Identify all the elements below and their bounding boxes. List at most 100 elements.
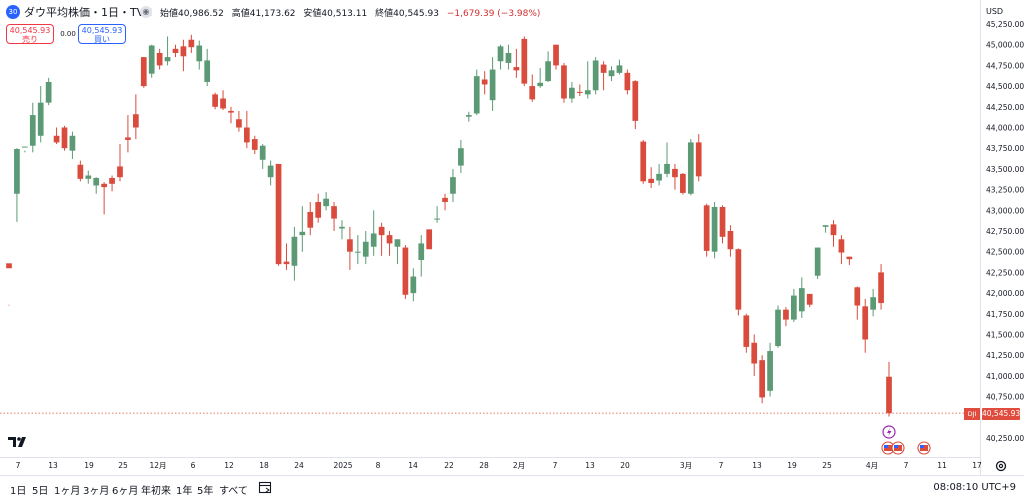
change-value: −1,679.39 (−3.98%): [446, 9, 541, 19]
candle-body: [180, 46, 187, 57]
candle-body: [450, 177, 456, 194]
candle-body: [505, 52, 512, 63]
candle-body: [640, 141, 647, 182]
candle-body: [553, 44, 559, 66]
candle-body: [77, 164, 84, 179]
candle-body: [85, 175, 92, 179]
spread-value: 0.00: [60, 30, 76, 38]
candle-body: [687, 142, 694, 194]
symbol-title[interactable]: ダウ平均株価・1日・TVC: [24, 6, 152, 19]
x-tick-label: 18: [259, 461, 269, 470]
price-chart[interactable]: 45,250.00 45,000.00 44,750.00 44,500.00 44,2…: [0, 0, 1024, 475]
x-tick-label: 12: [224, 461, 234, 470]
header-bar: 30 ダウ平均株価・1日・TVC ◉ 始値40,986.52 高値41,173.…: [0, 0, 980, 24]
candle-body: [243, 127, 250, 143]
candle-body: [846, 256, 853, 260]
y-tick-label: 43,750.00: [986, 144, 1024, 153]
candle-body: [680, 173, 686, 193]
timeframe-5y[interactable]: 5年: [197, 486, 214, 497]
us-flag-event-icon[interactable]: [917, 441, 931, 455]
close-label: 終値: [375, 9, 394, 19]
candle-body: [228, 110, 234, 113]
symbol-price-tag: DJI: [964, 408, 980, 420]
candle-body: [220, 98, 226, 109]
buy-price: 40,545.93: [81, 26, 123, 35]
candle-body: [576, 91, 583, 93]
candle-body: [870, 297, 876, 310]
candle-body: [117, 166, 123, 178]
candle-body: [164, 57, 171, 62]
ohlc-readout: 始値40,986.52 高値41,173.62 安値40,513.11 終値40…: [160, 6, 540, 19]
timeframe-5d[interactable]: 5日: [32, 486, 49, 497]
high-label: 高値: [231, 9, 250, 19]
candle-body: [767, 351, 773, 391]
calendar-range-icon[interactable]: [258, 480, 272, 494]
candle-body: [854, 287, 861, 306]
candle-body: [497, 46, 504, 62]
open-value: 40,986.52: [178, 9, 224, 19]
x-tick-label: 6: [191, 461, 196, 470]
x-tick-label: 14: [408, 461, 418, 470]
candle-body: [442, 197, 448, 203]
candle-body: [862, 306, 869, 340]
timeframe-1m[interactable]: 1ヶ月: [54, 486, 81, 497]
us-flag-event-icon[interactable]: [891, 441, 905, 455]
timeframe-6m[interactable]: 6ヶ月: [112, 486, 139, 497]
candle-body: [251, 139, 258, 150]
candle-body: [29, 115, 36, 146]
timeframe-all[interactable]: すべて: [219, 486, 248, 497]
low-label: 安値: [303, 9, 322, 19]
candle-body: [775, 309, 781, 347]
x-tick-label: 25: [822, 461, 832, 470]
candle-body: [458, 148, 464, 166]
last-price-tag: 40,545.93: [982, 408, 1021, 420]
candle-body: [307, 211, 314, 228]
candle-body: [362, 241, 369, 257]
candle-body: [53, 135, 60, 143]
lightning-event-icon[interactable]: [882, 425, 896, 439]
candle-body: [156, 52, 163, 66]
timeframe-3m[interactable]: 3ヶ月: [83, 486, 110, 497]
candle-body: [759, 360, 766, 398]
timeframe-1d[interactable]: 1日: [10, 486, 27, 497]
candle-body: [878, 272, 884, 304]
x-tick-label: 7: [719, 461, 724, 470]
candle-body: [315, 202, 322, 218]
candle-body: [783, 309, 789, 320]
candle-body: [69, 135, 76, 151]
x-tick-label: 4月: [866, 461, 878, 470]
x-tick-label: 7: [904, 461, 909, 470]
y-tick-label: 41,500.00: [986, 331, 1024, 340]
gear-icon[interactable]: [994, 459, 1008, 473]
candle-body: [418, 243, 425, 260]
candle-body: [291, 236, 298, 266]
currency-selector[interactable]: USD: [986, 7, 1004, 16]
timeframe-ytd[interactable]: 年初来: [141, 486, 171, 497]
candle-body: [101, 183, 107, 188]
candle-body: [378, 226, 385, 236]
x-tick-label: 28: [479, 461, 489, 470]
candle-body: [513, 67, 520, 71]
y-tick-label: 41,750.00: [986, 310, 1024, 319]
candle-body: [735, 249, 742, 310]
close-value: 40,545.93: [393, 9, 439, 19]
candle-body: [109, 178, 115, 184]
candle-body: [45, 81, 52, 103]
y-tick-label: 40,250.00: [986, 434, 1024, 443]
sell-button[interactable]: 40,545.93 売り: [6, 24, 54, 44]
eye-icon[interactable]: ◉: [140, 6, 152, 18]
timeframe-1y[interactable]: 1年: [176, 486, 193, 497]
candle-body: [37, 102, 44, 136]
candle-body: [489, 69, 496, 101]
candle-body: [22, 146, 28, 148]
buy-button[interactable]: 40,545.93 買い: [78, 24, 126, 44]
x-tick-label: 13: [585, 461, 595, 470]
chart-area[interactable]: 45,250.00 45,000.00 44,750.00 44,500.00 44,2…: [0, 0, 1024, 475]
y-tick-label: 42,750.00: [986, 227, 1024, 236]
candle-body: [61, 127, 68, 149]
x-tick-label: 17: [972, 461, 982, 470]
y-tick-label: 42,500.00: [986, 248, 1024, 257]
y-tick-label: 43,500.00: [986, 165, 1024, 174]
tradingview-logo-icon[interactable]: [8, 436, 30, 448]
candle-body: [402, 247, 409, 295]
